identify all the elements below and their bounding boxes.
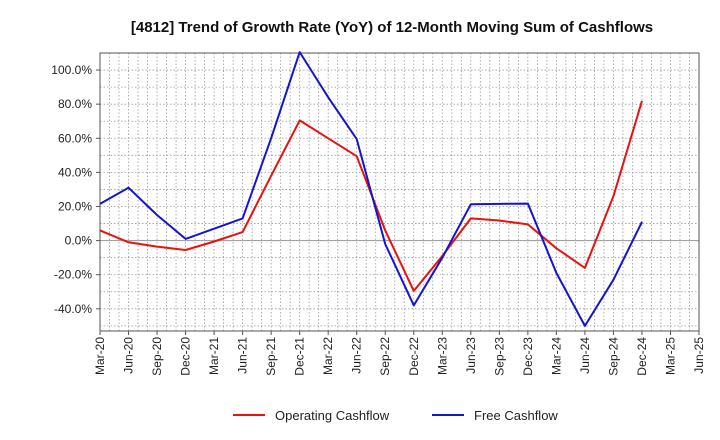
x-tick-label: Mar-23 <box>435 337 449 375</box>
x-tick-label: Jun-21 <box>236 337 250 374</box>
x-tick-label: Sep-24 <box>606 337 620 376</box>
x-tick-label: Jun-23 <box>464 337 478 374</box>
x-tick-label: Mar-24 <box>549 337 563 375</box>
x-tick-label: Sep-23 <box>492 337 506 376</box>
x-tick-label: Dec-23 <box>521 337 535 376</box>
x-tick-label: Dec-24 <box>635 337 649 376</box>
legend-label: Free Cashflow <box>474 408 558 423</box>
y-tick-label: 40.0% <box>58 165 92 179</box>
x-tick-label: Dec-20 <box>179 337 193 376</box>
y-tick-label: 60.0% <box>58 131 92 145</box>
x-tick-label: Dec-21 <box>293 337 307 376</box>
grid <box>99 52 700 331</box>
y-tick-label: 0.0% <box>65 234 93 248</box>
x-tick-label: Dec-22 <box>407 337 421 376</box>
x-axis: Mar-20 Jun-20 Sep-20 Dec-20 Mar-21 Jun-21 Sep-… <box>93 331 706 376</box>
x-tick-label: Sep-21 <box>264 337 278 376</box>
x-tick-label: Mar-21 <box>207 337 221 375</box>
legend-label: Operating Cashflow <box>275 408 390 423</box>
y-tick-label: -20.0% <box>54 268 92 282</box>
y-tick-label: 100.0% <box>51 63 92 77</box>
x-tick-label: Sep-20 <box>150 337 164 376</box>
series-line-0 <box>99 100 643 292</box>
legend: Operating Cashflow Free Cashflow <box>233 408 558 423</box>
x-tick-label: Jun-22 <box>350 337 364 374</box>
x-tick-label: Sep-22 <box>378 337 392 376</box>
series-lines <box>99 51 643 327</box>
y-tick-label: 20.0% <box>58 199 92 213</box>
y-axis: 100.0% 80.0% 60.0% 40.0% 20.0% 0.0% -20.0% -40.… <box>51 63 100 316</box>
plot-frame <box>99 52 700 332</box>
x-tick-label: Jun-25 <box>692 337 706 374</box>
series-line-1 <box>99 51 643 327</box>
x-tick-label: Mar-22 <box>321 337 335 375</box>
chart-title: [4812] Trend of Growth Rate (YoY) of 12-… <box>131 19 653 36</box>
y-tick-label: -40.0% <box>54 302 92 316</box>
x-tick-label: Jun-20 <box>122 337 136 374</box>
y-tick-label: 80.0% <box>58 97 92 111</box>
x-tick-label: Mar-25 <box>663 337 677 375</box>
x-tick-label: Mar-20 <box>93 337 107 375</box>
x-tick-label: Jun-24 <box>578 337 592 374</box>
